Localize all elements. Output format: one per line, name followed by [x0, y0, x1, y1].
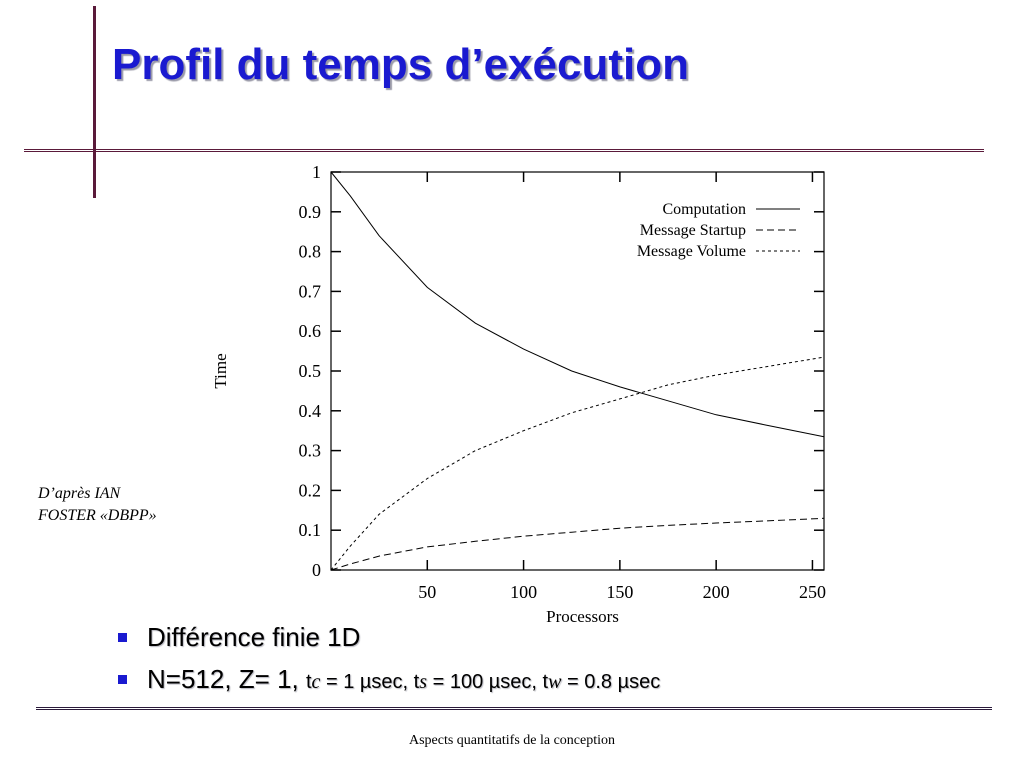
legend-label: Message Volume [637, 243, 746, 260]
x-tick-label: 50 [418, 582, 436, 602]
y-tick-label: 0.1 [299, 520, 322, 540]
series-line [330, 517, 825, 571]
params-prefix: N=512, Z= 1, [147, 663, 306, 694]
y-tick-label: 0.3 [299, 441, 322, 461]
legend-label: Message Startup [640, 222, 746, 239]
y-tick-label: 0.2 [299, 480, 322, 500]
slide-title: Profil du temps d’exécution [112, 40, 689, 89]
series-line [330, 171, 825, 438]
attribution: D’après IAN FOSTER «DBPP» [38, 483, 157, 527]
plot-frame [330, 171, 825, 571]
bullet-params: N=512, Z= 1, tc = 1 µsec, ts = 100 µsec,… [147, 664, 660, 695]
y-tick-label: 0.5 [299, 361, 322, 381]
legend-label: Computation [662, 201, 746, 218]
x-tick-label: 200 [703, 582, 730, 602]
y-tick-label: 0.6 [299, 321, 322, 341]
x-axis-label: Processors [546, 607, 619, 626]
bullet-text: Différence finie 1D [147, 621, 361, 652]
footer-rule [36, 707, 992, 710]
tw-value: = 0.8 µsec [561, 670, 661, 693]
footer-text: Aspects quantitatifs de la conception [408, 733, 616, 748]
attribution-line-1: D’après IAN [38, 485, 121, 502]
y-tick-label: 0.9 [299, 202, 322, 222]
tw-sub: w [548, 670, 562, 693]
y-tick-label: 0.7 [299, 281, 322, 301]
vertical-rule [93, 6, 96, 198]
y-tick-label: 0.8 [299, 242, 322, 262]
bullet-square-icon [118, 674, 127, 684]
y-axis-label: Time [211, 353, 230, 388]
attribution-line-2: FOSTER «DBPP» [38, 507, 157, 524]
tc-value: = 1 µsec, t [320, 670, 420, 693]
x-tick-label: 250 [799, 582, 826, 602]
bullet-list: Différence finie 1D N=512, Z= 1, tc = 1 … [118, 616, 660, 700]
bullet-item: Différence finie 1D [118, 616, 660, 658]
bullet-square-icon [118, 632, 127, 642]
x-tick-label: 100 [510, 582, 537, 602]
title-rule [24, 149, 984, 152]
y-tick-label: 0 [312, 560, 321, 580]
y-tick-label: 0.4 [299, 401, 322, 421]
tc-sub: c [311, 670, 321, 693]
y-tick-label: 1 [312, 162, 321, 182]
ts-value: = 100 µsec, t [427, 670, 549, 693]
ts-sub: s [419, 670, 428, 693]
x-tick-label: 150 [606, 582, 633, 602]
bullet-item: N=512, Z= 1, tc = 1 µsec, ts = 100 µsec,… [118, 658, 660, 700]
series-line [330, 356, 825, 571]
tc-t: t [305, 670, 312, 693]
